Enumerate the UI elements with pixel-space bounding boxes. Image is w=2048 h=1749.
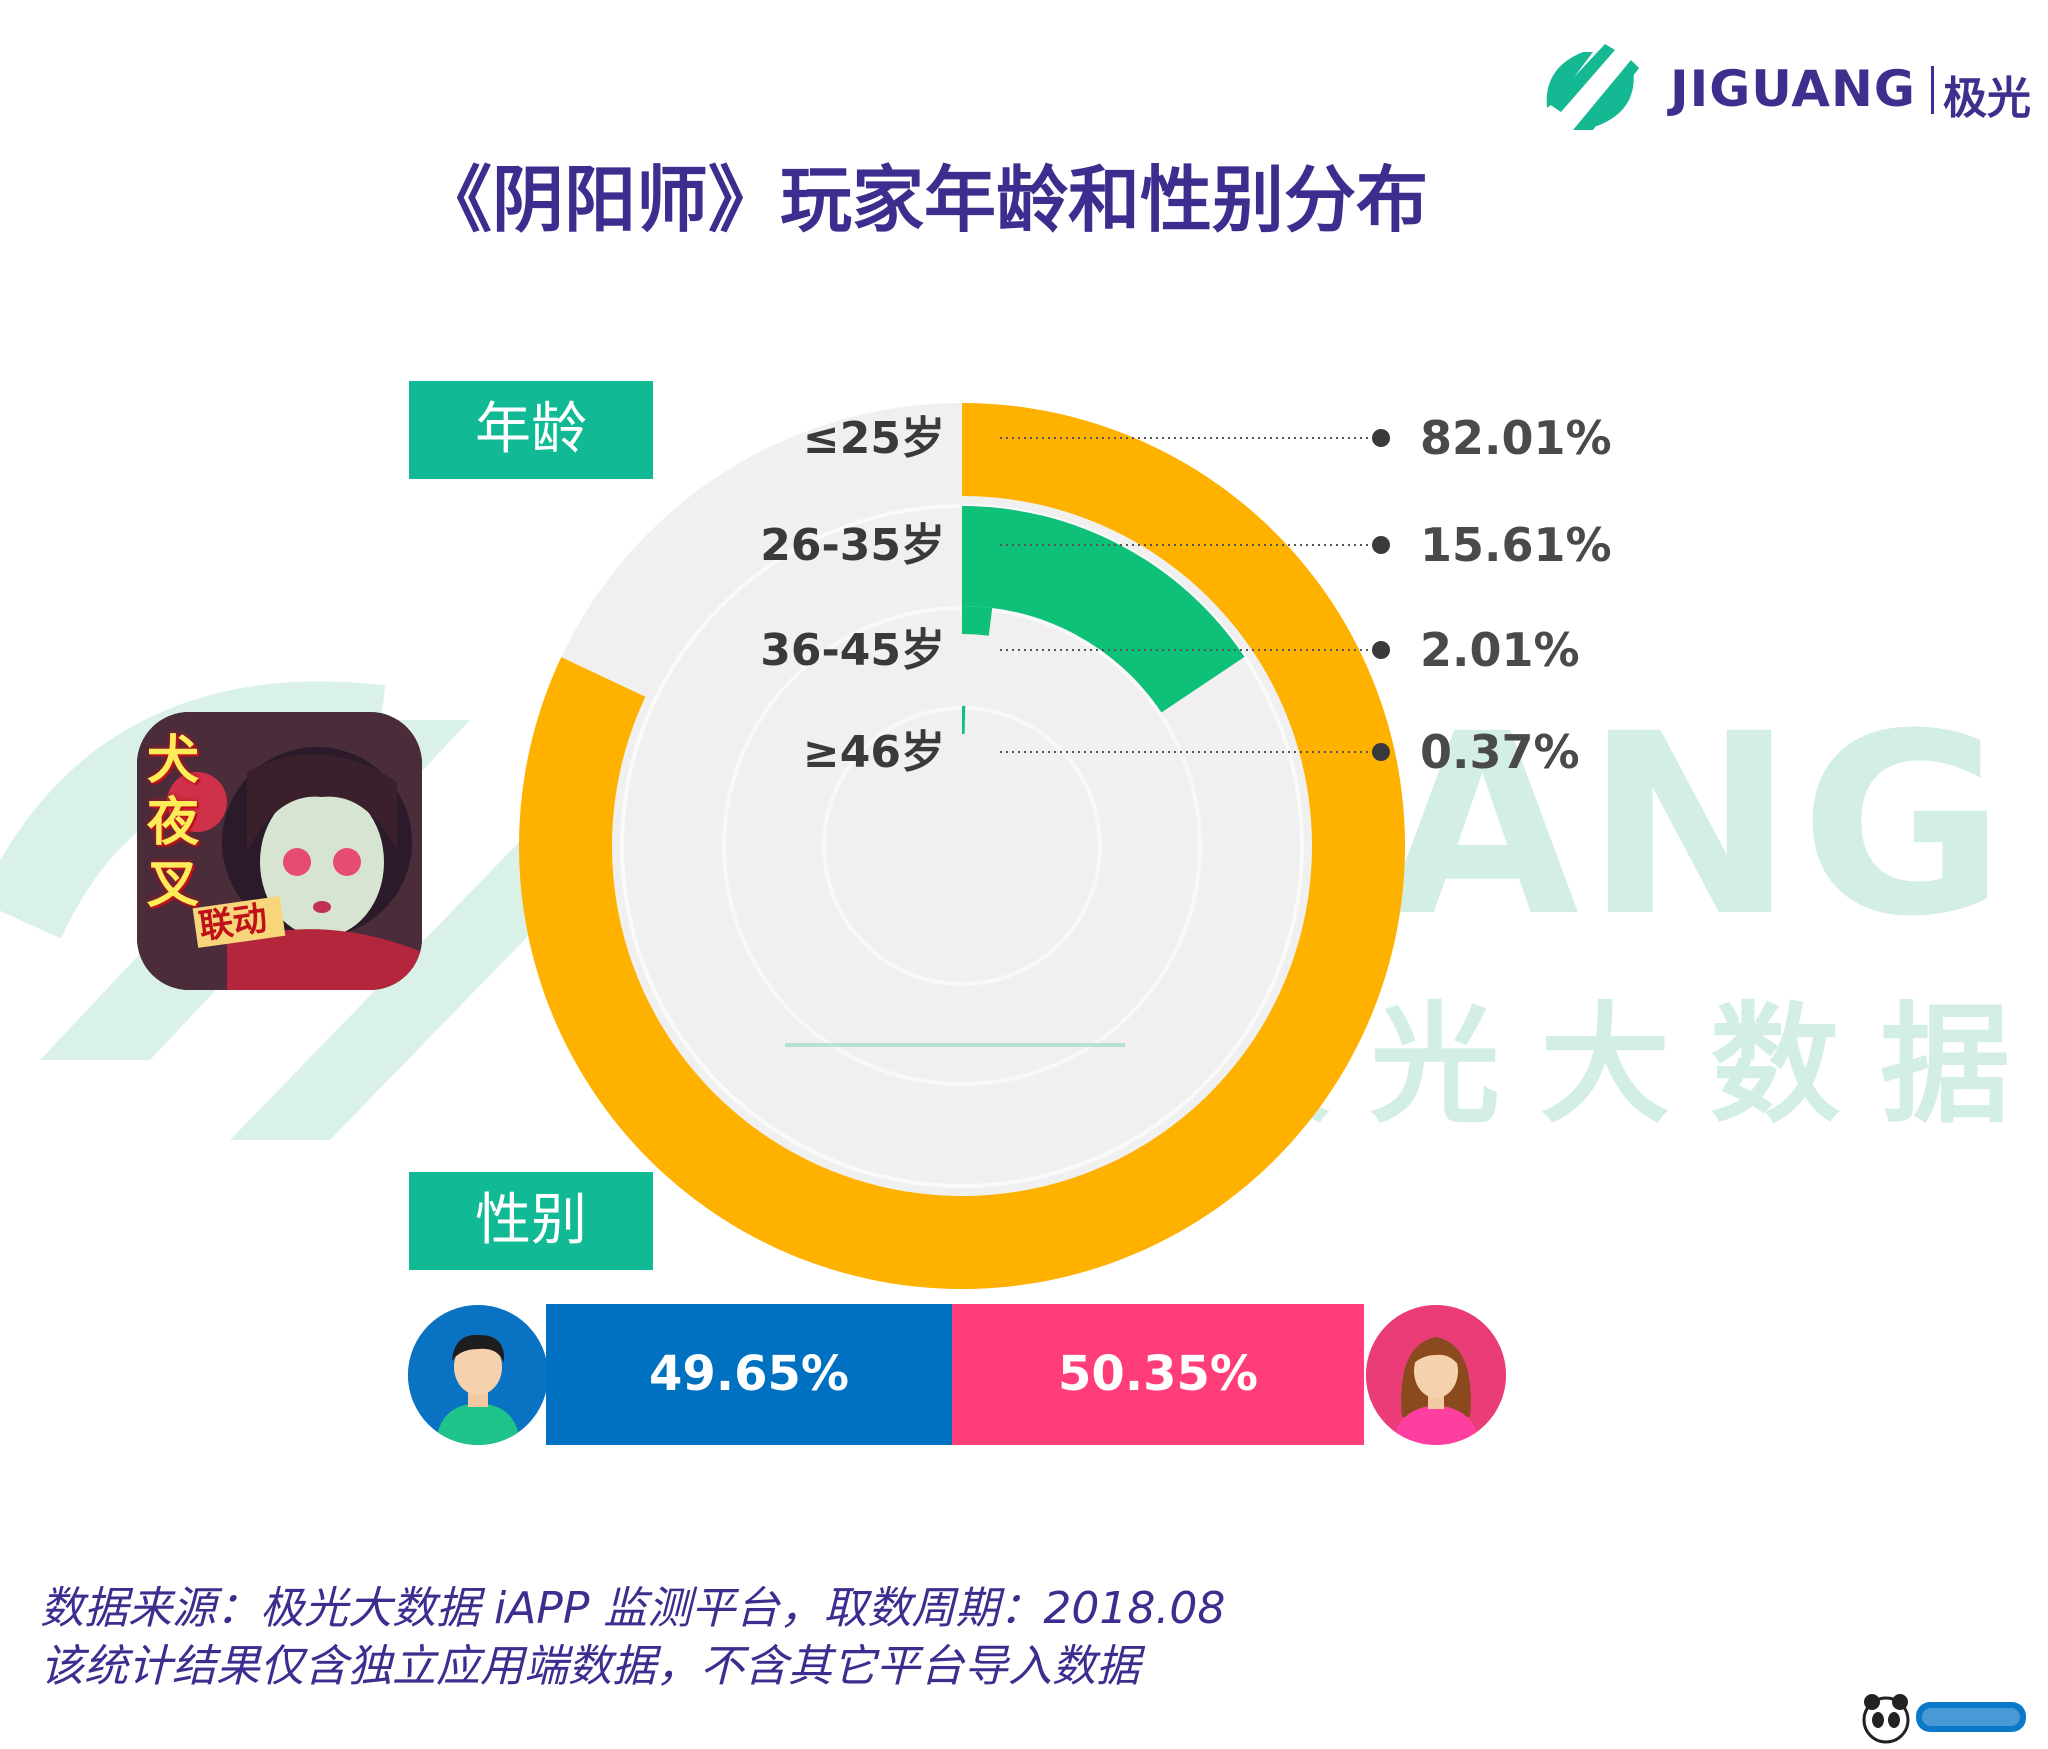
age-arc-3: [962, 706, 966, 735]
age-value-label: 0.37%: [1420, 725, 1580, 779]
age-value-label: 82.01%: [1420, 411, 1612, 465]
chart-track-outer: [519, 403, 1405, 1289]
female-avatar: [1366, 1305, 1506, 1445]
chart-track-gap: [620, 504, 1304, 1188]
female-avatar-icon: [1366, 1305, 1506, 1445]
jiguang-logo-icon: [1546, 44, 1639, 130]
age-category-label: 26-35岁: [760, 520, 945, 571]
age-category-label: ≤25岁: [803, 413, 945, 464]
footer-source: 数据来源：极光大数据 iAPP 监测平台，取数周期：2018.08: [40, 1583, 1226, 1634]
watermark-cn: 极光大数据: [1200, 989, 2048, 1141]
age-leader-dot: [1372, 536, 1390, 554]
app-badge-text: 犬夜叉: [147, 731, 200, 915]
footer-disclaimer: 该统计结果仅含独立应用端数据，不含其它平台导入数据: [40, 1641, 1140, 1692]
age-section-tag: 年龄: [409, 381, 653, 479]
chart-track-mid: [624, 508, 1300, 1184]
age-arc-0: [518, 403, 1406, 1290]
brand-name: JIGUANG: [1670, 60, 1916, 118]
male-avatar: [408, 1305, 548, 1445]
age-value-label: 15.61%: [1420, 518, 1612, 572]
brand-divider: [1931, 66, 1934, 114]
panda-logo-icon: [1862, 1694, 2026, 1744]
app-icon: 犬夜叉 联动: [137, 712, 422, 990]
chart-track-core: [826, 710, 1098, 982]
male-bar: 49.65%: [546, 1304, 952, 1445]
age-category-label: 36-45岁: [760, 625, 945, 676]
brand-logo: JIGUANG 极光: [1535, 38, 2031, 138]
gender-section-tag: 性别: [409, 1172, 653, 1270]
page-title: 《阴阳师》玩家年龄和性别分布: [420, 158, 1429, 242]
age-leader-dot: [1372, 743, 1390, 761]
male-avatar-icon: [408, 1305, 548, 1445]
age-value-label: 2.01%: [1420, 623, 1580, 677]
app-artwork-icon: [137, 712, 422, 990]
watermark-word: JIGUANG: [775, 680, 2012, 971]
corner-logo: [1858, 1690, 2038, 1745]
age-leader-dot: [1372, 641, 1390, 659]
chart-track-core-line: [822, 706, 1102, 986]
brand-name-cn: 极光: [1943, 73, 2031, 124]
chart-track-inner: [726, 610, 1198, 1082]
age-category-label: ≥46岁: [803, 727, 945, 778]
age-arc-2: [962, 606, 993, 636]
chart-track-inner-line: [722, 606, 1202, 1086]
female-bar: 50.35%: [952, 1304, 1364, 1445]
footer-note: 数据来源：极光大数据 iAPP 监测平台，取数周期：2018.08 该统计结果仅…: [40, 1580, 1440, 1696]
age-arc-1: [962, 506, 1245, 713]
age-leader-dot: [1372, 429, 1390, 447]
